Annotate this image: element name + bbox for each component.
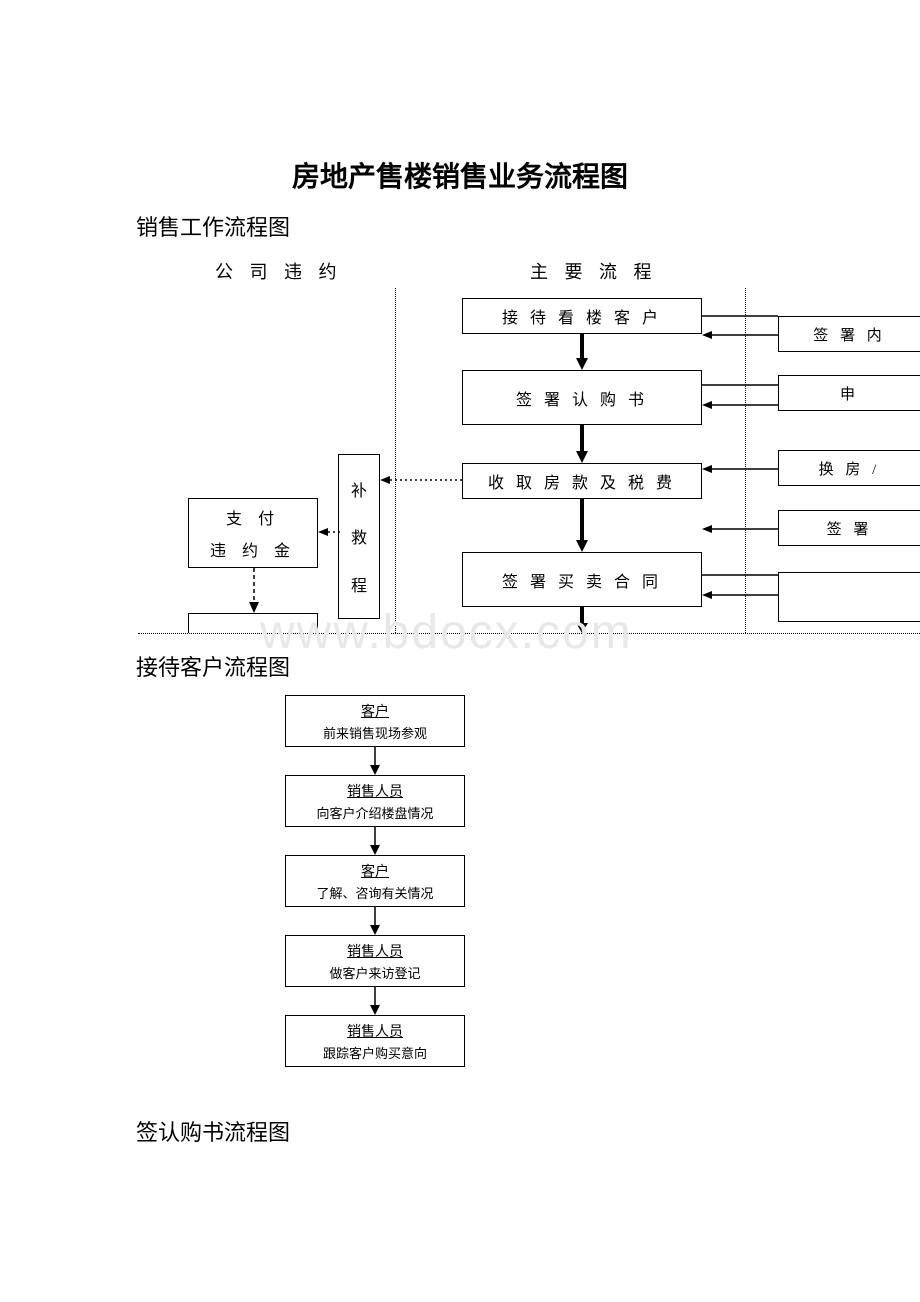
fc2-role-0: 客户	[361, 701, 389, 721]
fc2-role-1: 销售人员	[347, 781, 403, 801]
fc2-node-3: 销售人员 做客户来访登记	[285, 935, 465, 987]
bi-arrow-5b	[702, 590, 778, 600]
right-box-4: 签 署	[778, 510, 920, 546]
bi-arrow-1	[702, 311, 778, 321]
main-node-3: 收 取 房 款 及 税 费	[462, 463, 702, 499]
right-box-2: 申	[778, 375, 920, 411]
dotted-sep-left	[395, 288, 396, 633]
fc2-desc-4: 跟踪客户购买意向	[323, 1043, 427, 1062]
main-node-1: 接 待 看 楼 客 户	[462, 298, 702, 334]
right-box-3-label: 换 房 /	[819, 458, 881, 479]
remedy-line1: 补	[351, 477, 367, 501]
fc2-arrow-0	[370, 747, 380, 775]
bi-arrow-1b	[702, 330, 778, 340]
main-node-4: 签 署 买 卖 合 同	[462, 552, 702, 607]
dotted-arrow-left-1	[380, 475, 462, 485]
remedy-box: 补 救 程	[338, 454, 380, 619]
main-node-2-label: 签 署 认 购 书	[516, 386, 648, 410]
fc2-node-2: 客户 了解、咨询有关情况	[285, 855, 465, 907]
right-box-5	[778, 572, 920, 622]
remedy-line3: 程	[351, 572, 367, 596]
watermark: www.bdocx.com	[260, 605, 633, 660]
fc2-desc-0: 前来销售现场参观	[323, 723, 427, 742]
bi-arrow-5	[702, 570, 778, 580]
pay-penalty-line1: 支 付	[226, 505, 280, 529]
bi-arrow-2	[702, 380, 778, 390]
fc2-arrow-3	[370, 987, 380, 1015]
bi-arrow-3	[702, 464, 778, 474]
dashed-arrow-down	[248, 568, 260, 613]
fc2-node-0: 客户 前来销售现场参观	[285, 695, 465, 747]
right-box-3: 换 房 /	[778, 450, 920, 486]
col-right-header: 主 要 流 程	[530, 258, 658, 284]
pay-penalty-line2: 违 约 金	[210, 537, 296, 561]
fc2-node-4: 销售人员 跟踪客户购买意向	[285, 1015, 465, 1067]
right-box-1-label: 签 署 内	[813, 324, 886, 345]
fc2-desc-1: 向客户介绍楼盘情况	[316, 803, 433, 822]
bi-arrow-4	[702, 524, 778, 534]
right-box-2-label: 申	[840, 383, 859, 404]
main-node-3-label: 收 取 房 款 及 税 费	[488, 469, 676, 493]
right-box-4-label: 签 署	[827, 518, 873, 539]
main-arrow-1	[576, 334, 588, 370]
section1-header: 销售工作流程图	[136, 210, 290, 242]
fc2-role-2: 客户	[361, 861, 389, 881]
section2-header: 接待客户流程图	[136, 650, 290, 682]
fc2-node-1: 销售人员 向客户介绍楼盘情况	[285, 775, 465, 827]
col-left-header: 公 司 违 约	[215, 258, 343, 284]
fc2-arrow-2	[370, 907, 380, 935]
fc2-desc-3: 做客户来访登记	[329, 963, 420, 982]
main-arrow-3	[576, 499, 588, 552]
main-node-2: 签 署 认 购 书	[462, 370, 702, 425]
bi-arrow-2b	[702, 400, 778, 410]
section3-header: 签认购书流程图	[136, 1115, 290, 1147]
fc2-arrow-1	[370, 827, 380, 855]
dotted-arrow-left-2	[318, 527, 340, 537]
fc2-role-4: 销售人员	[347, 1021, 403, 1041]
main-node-4-label: 签 署 买 卖 合 同	[502, 568, 662, 592]
fc2-desc-2: 了解、咨询有关情况	[316, 883, 433, 902]
remedy-line2: 救	[351, 524, 367, 548]
right-box-1: 签 署 内	[778, 316, 920, 352]
main-node-1-label: 接 待 看 楼 客 户	[502, 304, 662, 328]
main-arrow-2	[576, 425, 588, 463]
fc2-role-3: 销售人员	[347, 941, 403, 961]
pay-penalty-box: 支 付 违 约 金	[188, 498, 318, 568]
page-title: 房地产售楼销售业务流程图	[0, 155, 920, 195]
